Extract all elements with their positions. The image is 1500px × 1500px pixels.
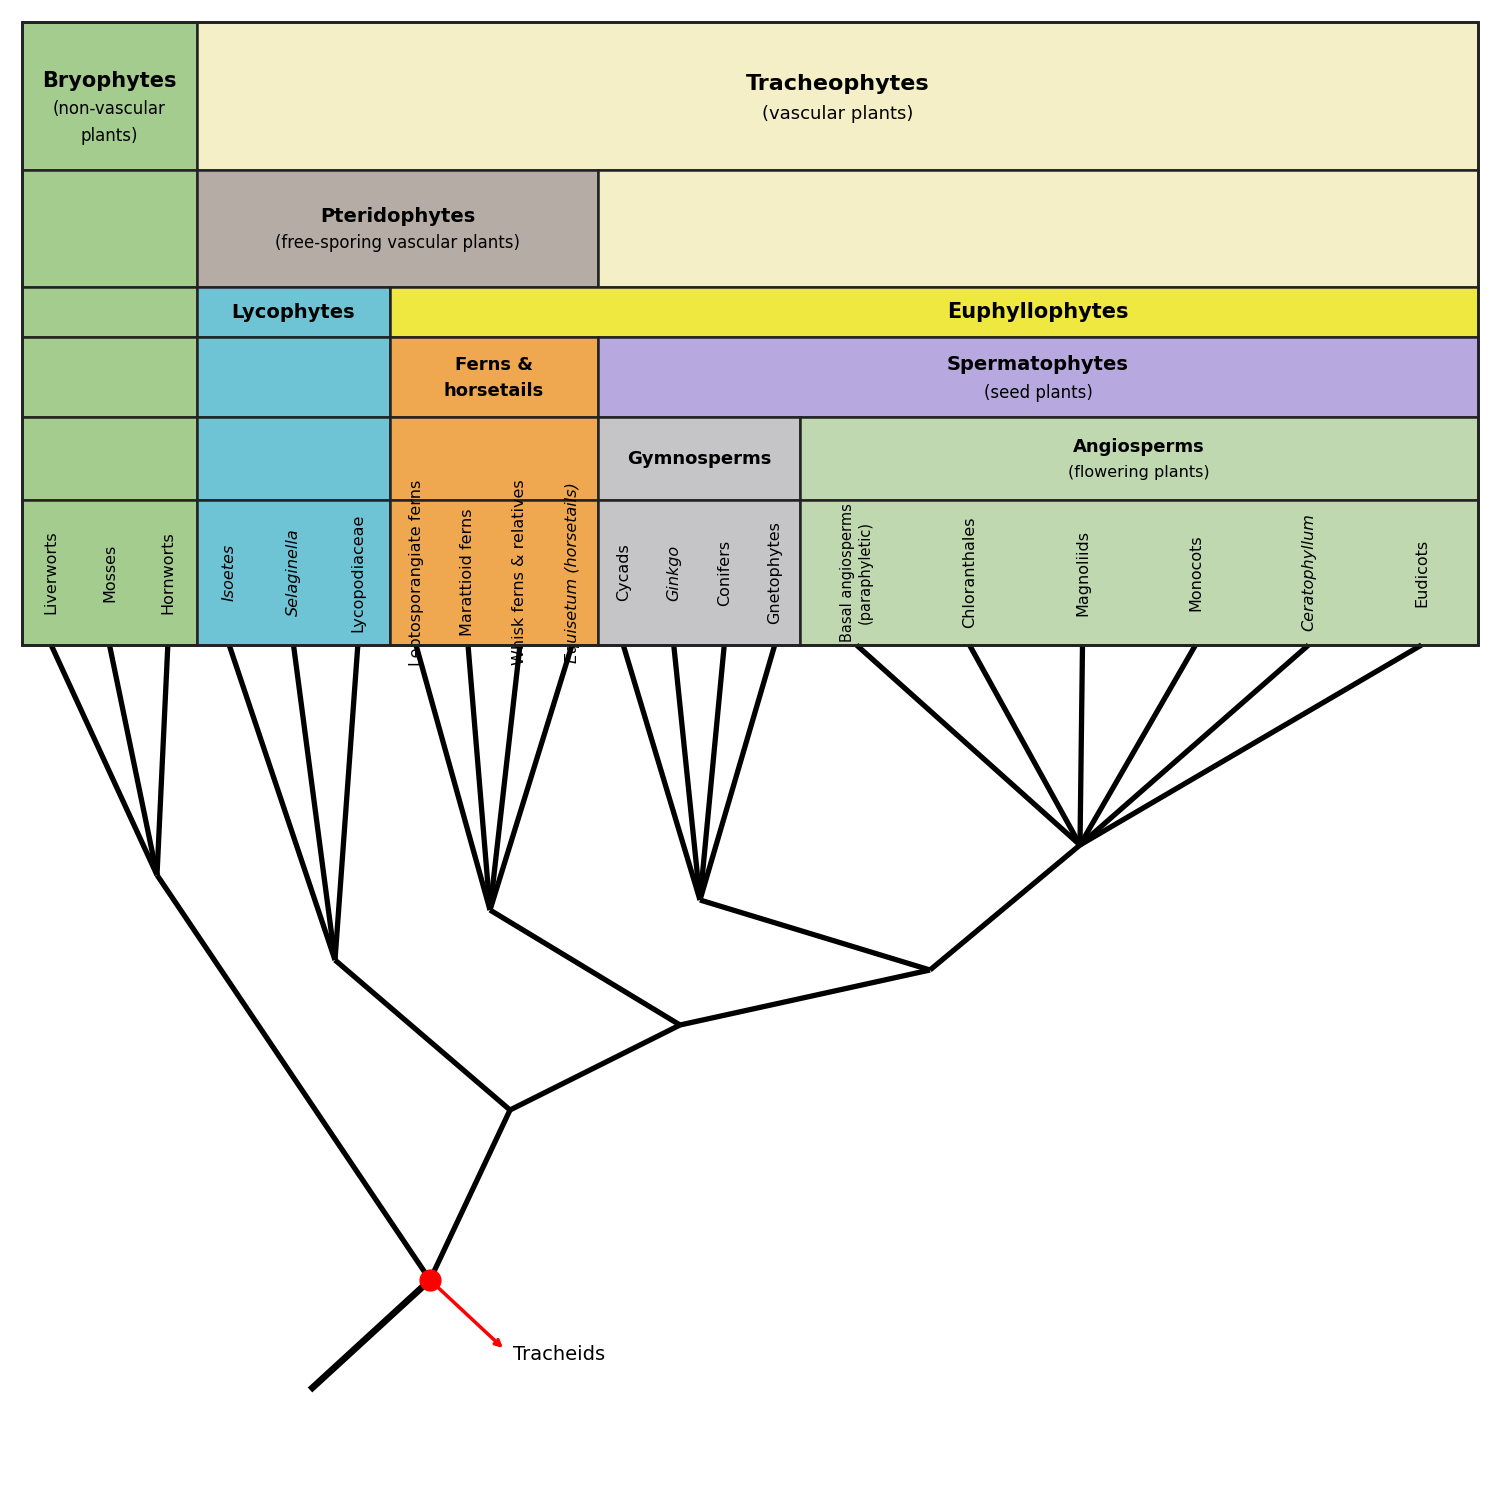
Text: (seed plants): (seed plants) [984, 384, 1092, 402]
Text: Ceratophyllum: Ceratophyllum [1300, 513, 1316, 632]
Text: Euphyllophytes: Euphyllophytes [948, 302, 1128, 322]
Text: Chloranthales: Chloranthales [962, 516, 976, 628]
Bar [22, 286, 196, 338]
Text: Leptosporangiate ferns: Leptosporangiate ferns [408, 480, 423, 666]
Text: plants): plants) [81, 128, 138, 146]
Bar [800, 500, 1478, 645]
Bar [390, 417, 598, 500]
Bar [390, 286, 1478, 338]
Text: (flowering plants): (flowering plants) [1068, 465, 1210, 480]
Bar [196, 417, 390, 500]
Bar [196, 286, 390, 338]
Bar [390, 500, 598, 645]
Bar [598, 500, 800, 645]
Text: Pteridophytes: Pteridophytes [320, 207, 476, 226]
Bar [22, 500, 196, 645]
Bar [598, 170, 1478, 286]
Bar [22, 22, 196, 170]
Text: Hornworts: Hornworts [160, 531, 176, 614]
Text: Lycopodiaceae: Lycopodiaceae [351, 513, 366, 632]
Text: Isoetes: Isoetes [222, 544, 237, 602]
Text: Lycophytes: Lycophytes [231, 303, 356, 321]
Text: Gnetophytes: Gnetophytes [766, 520, 783, 624]
Bar [598, 417, 800, 500]
Bar [196, 22, 1478, 170]
Text: Gymnosperms: Gymnosperms [627, 450, 771, 468]
Bar [196, 338, 390, 417]
Text: Eudicots: Eudicots [1414, 538, 1430, 606]
Text: (vascular plants): (vascular plants) [762, 105, 914, 123]
Text: Liverworts: Liverworts [44, 531, 58, 615]
Text: Ferns &: Ferns & [454, 356, 532, 374]
Text: Tracheids: Tracheids [513, 1346, 604, 1365]
Text: Selaginella: Selaginella [286, 528, 302, 616]
Text: Mosses: Mosses [102, 543, 117, 602]
Text: Angiosperms: Angiosperms [1072, 438, 1204, 456]
Bar [390, 338, 598, 417]
Bar [800, 417, 1478, 500]
Text: Magnoliids: Magnoliids [1076, 530, 1090, 615]
Text: (free-sporing vascular plants): (free-sporing vascular plants) [274, 234, 520, 252]
Bar [22, 170, 196, 286]
Bar [22, 22, 1478, 645]
Bar [196, 170, 598, 286]
Bar [598, 338, 1478, 417]
Bar [22, 338, 196, 417]
Text: Cycads: Cycads [615, 543, 630, 602]
Text: Bryophytes: Bryophytes [42, 70, 177, 92]
Text: Basal angiosperms
(paraphyletic): Basal angiosperms (paraphyletic) [840, 503, 873, 642]
Text: Marattioid ferns: Marattioid ferns [460, 509, 476, 636]
Text: horsetails: horsetails [444, 382, 544, 400]
Text: Conifers: Conifers [717, 540, 732, 606]
Text: Tracheophytes: Tracheophytes [746, 74, 930, 94]
Text: Ginkgo: Ginkgo [666, 544, 681, 600]
Text: Monocots: Monocots [1188, 534, 1203, 610]
Bar [196, 500, 390, 645]
Bar [22, 417, 196, 500]
Text: Spermatophytes: Spermatophytes [946, 356, 1130, 375]
Text: (non-vascular: (non-vascular [53, 100, 166, 118]
Text: Equisetum (horsetails): Equisetum (horsetails) [564, 482, 579, 663]
Text: Whisk ferns & relatives: Whisk ferns & relatives [513, 480, 528, 666]
